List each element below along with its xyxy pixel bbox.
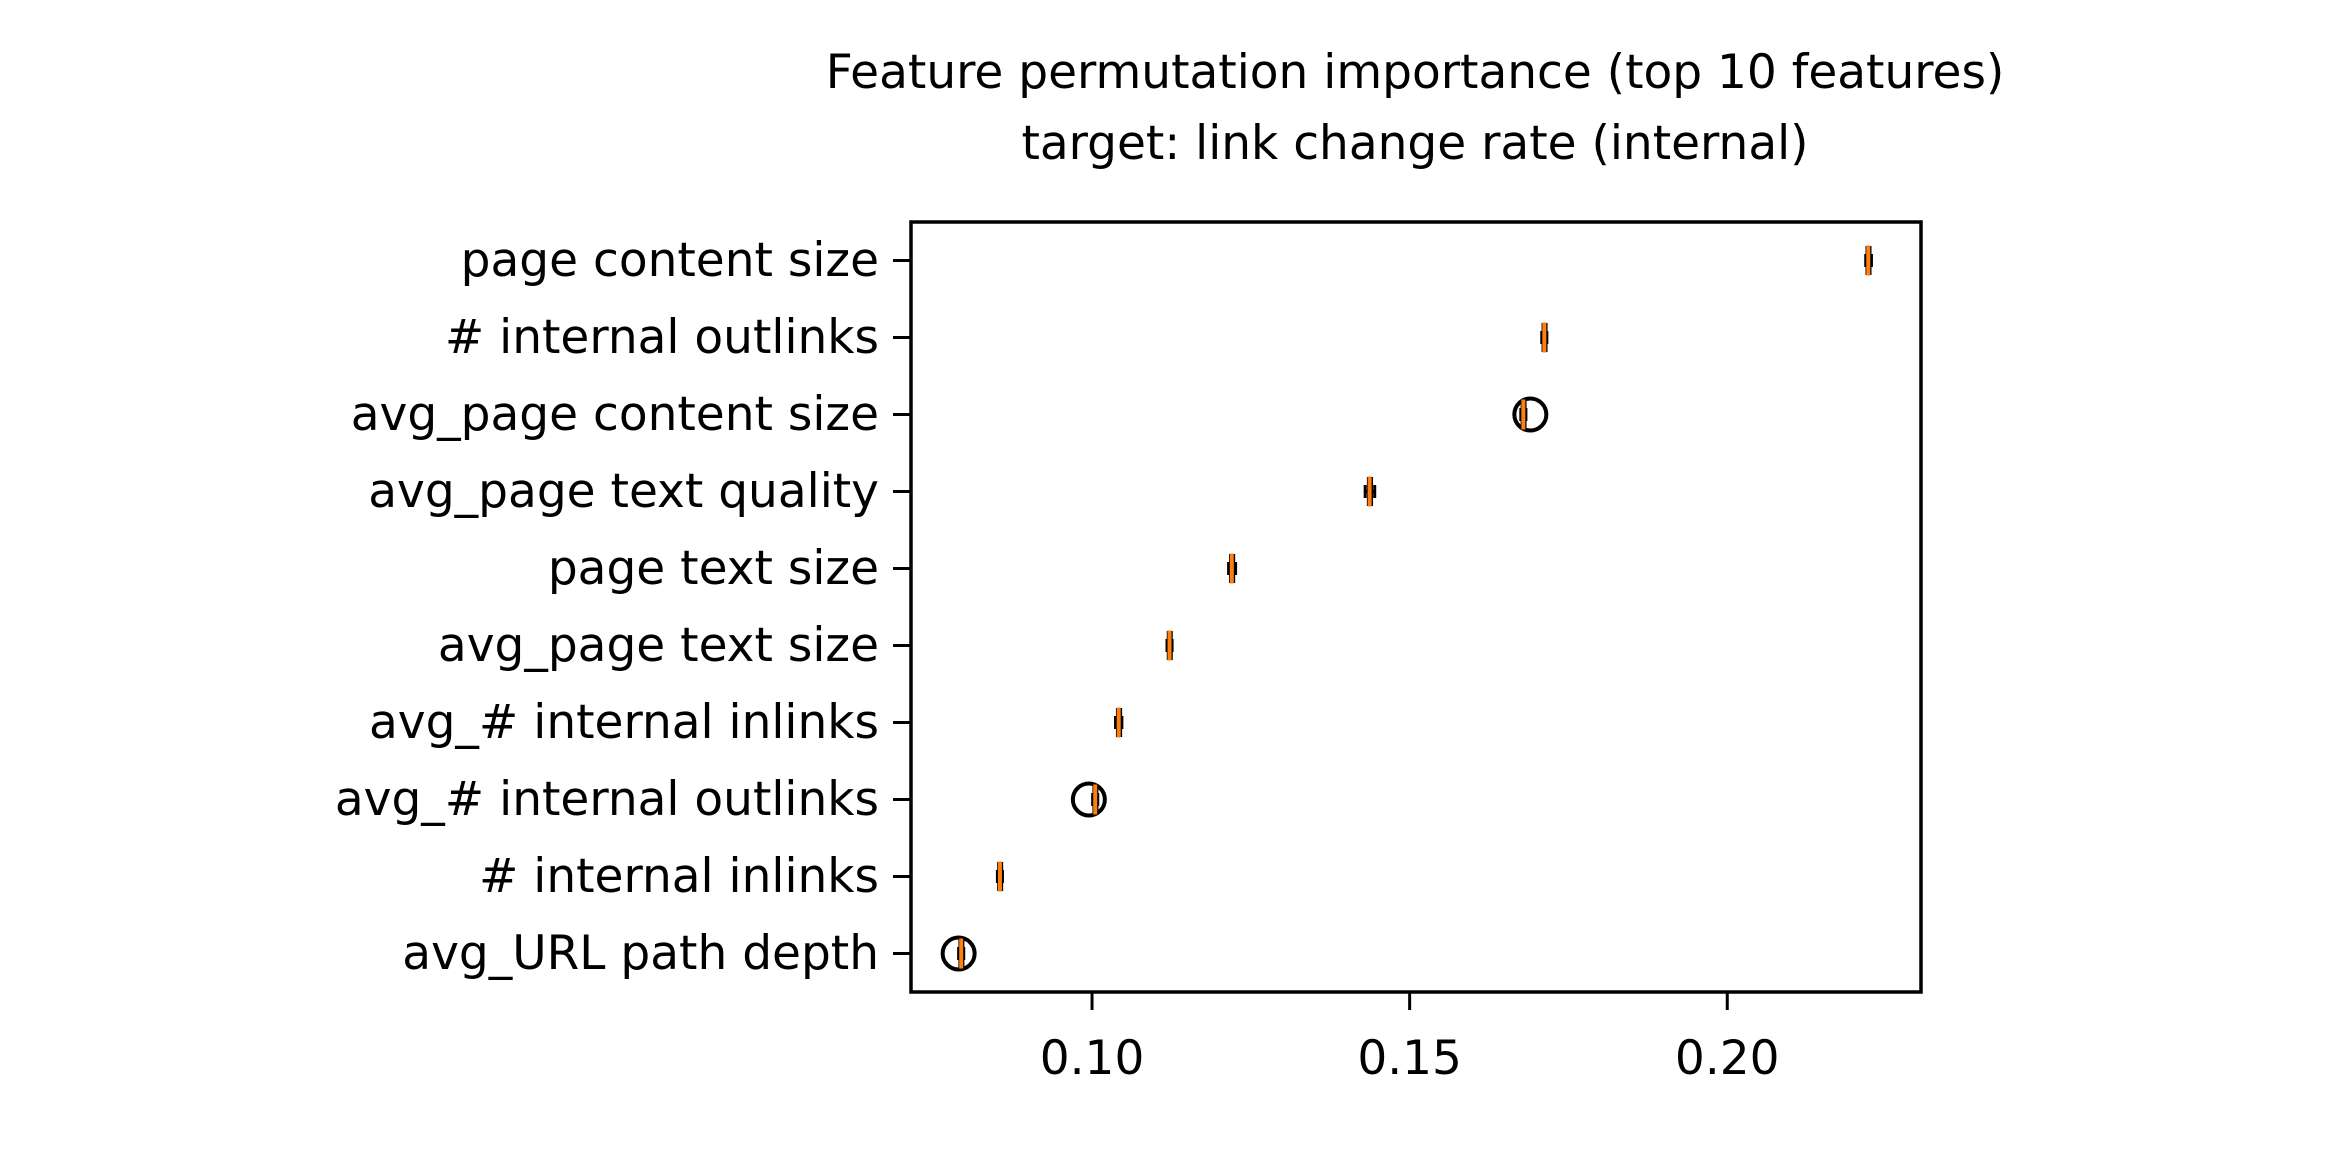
chart-subtitle: target: link change rate (internal) bbox=[1021, 116, 1808, 171]
outlier-point bbox=[940, 935, 977, 972]
boxplot-row bbox=[1070, 781, 1107, 818]
chart-title: Feature permutation importance (top 10 f… bbox=[826, 45, 2005, 100]
y-tick-label: page content size bbox=[461, 233, 879, 288]
boxplot-row bbox=[940, 935, 977, 972]
y-tick-label: avg_# internal outlinks bbox=[335, 772, 879, 827]
boxplot-row bbox=[995, 861, 1004, 892]
y-tick-label: avg_page content size bbox=[351, 387, 879, 442]
x-tick-label: 0.10 bbox=[1040, 1031, 1145, 1086]
x-tick-label: 0.20 bbox=[1675, 1031, 1780, 1086]
boxplot-row bbox=[1864, 245, 1873, 276]
outlier-point bbox=[1070, 781, 1107, 818]
boxplot-row bbox=[1540, 322, 1549, 353]
chart-marks bbox=[940, 245, 1873, 972]
outlier-point bbox=[1512, 396, 1549, 433]
x-tick-label: 0.15 bbox=[1357, 1031, 1462, 1086]
plot-area-frame bbox=[909, 220, 1923, 994]
boxplot-row bbox=[1363, 476, 1377, 507]
boxplot-row bbox=[1512, 396, 1549, 433]
y-tick-label: avg_# internal inlinks bbox=[369, 695, 879, 750]
y-tick-label: page text size bbox=[548, 541, 879, 596]
boxplot-row bbox=[1165, 630, 1174, 661]
y-tick-label: # internal outlinks bbox=[445, 310, 879, 365]
y-axis: page content size # internal outlinks avg_… bbox=[335, 233, 911, 981]
x-axis: 0.10 0.15 0.20 bbox=[1040, 992, 1780, 1086]
boxplot-row bbox=[1114, 707, 1124, 738]
y-tick-label: avg_page text size bbox=[438, 618, 879, 673]
y-tick-label: avg_page text quality bbox=[368, 464, 879, 519]
boxplot-row bbox=[1227, 553, 1238, 584]
y-tick-label: # internal inlinks bbox=[479, 849, 879, 904]
y-tick-label: avg_URL path depth bbox=[402, 926, 879, 981]
